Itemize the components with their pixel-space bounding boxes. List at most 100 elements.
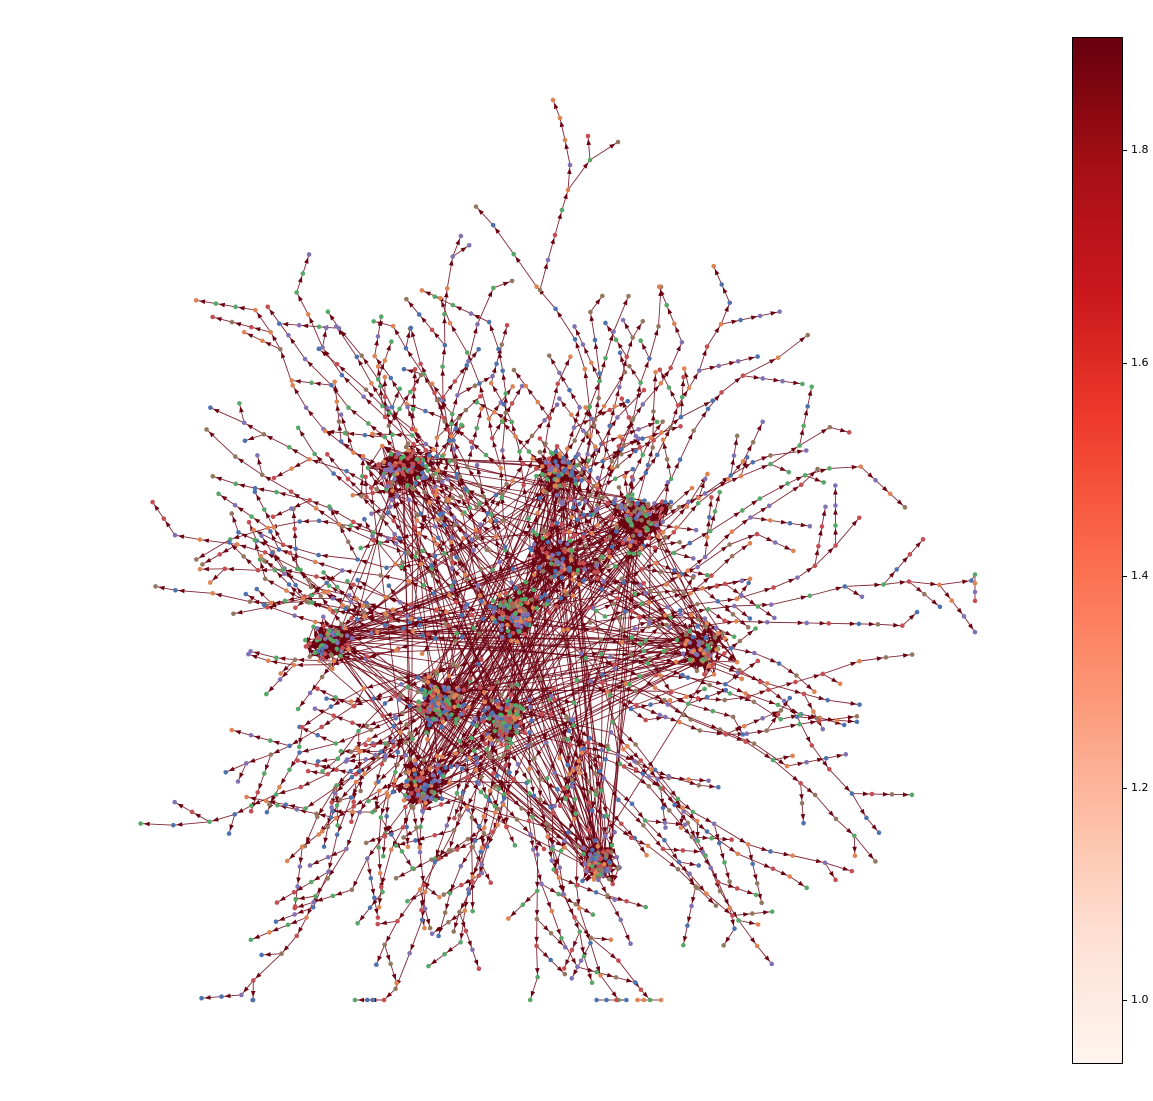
edge — [410, 455, 550, 467]
edge — [666, 305, 675, 324]
edge — [470, 313, 490, 323]
edge — [593, 425, 604, 444]
edge — [552, 99, 561, 119]
edge — [760, 311, 780, 317]
edge — [238, 403, 245, 423]
edge — [407, 458, 549, 463]
edge — [317, 688, 336, 698]
edge — [458, 649, 717, 691]
edge — [491, 420, 503, 439]
edge — [739, 628, 756, 642]
edge — [460, 569, 494, 715]
edge — [951, 600, 965, 617]
edge — [770, 463, 790, 473]
edge — [836, 719, 857, 723]
edge — [243, 331, 263, 342]
edge — [678, 861, 699, 866]
edge — [416, 475, 537, 790]
edge — [413, 859, 432, 870]
edge — [221, 994, 242, 998]
edge — [297, 866, 301, 887]
edge — [585, 545, 698, 672]
edge — [744, 717, 763, 727]
edge — [555, 461, 705, 654]
edge — [373, 320, 394, 327]
edge — [503, 520, 606, 872]
edge — [529, 793, 601, 860]
edge — [336, 401, 340, 422]
edge — [579, 583, 691, 644]
edge — [413, 463, 633, 542]
edge — [628, 538, 716, 638]
edge — [444, 893, 451, 913]
edge — [201, 996, 222, 999]
edge — [480, 485, 561, 602]
edge — [718, 842, 725, 863]
edge-arrowhead — [388, 473, 393, 481]
edge — [568, 568, 613, 846]
edge — [234, 504, 252, 517]
edge — [244, 433, 265, 442]
edge — [364, 434, 385, 438]
edge — [276, 657, 296, 661]
edge — [451, 395, 458, 415]
edge-arrowhead — [585, 877, 592, 882]
edge — [541, 466, 550, 715]
edge — [442, 512, 505, 607]
edge — [457, 458, 534, 667]
edge — [720, 319, 741, 325]
edge — [641, 568, 662, 573]
edge — [750, 517, 771, 521]
edge — [414, 637, 706, 761]
edge — [379, 386, 383, 407]
edge — [548, 355, 560, 374]
edge — [757, 606, 775, 619]
edge — [476, 401, 495, 413]
edge — [418, 314, 433, 331]
edge — [698, 784, 719, 788]
edge — [645, 716, 666, 721]
edge — [708, 497, 712, 518]
edge — [800, 782, 816, 796]
edge — [501, 325, 508, 345]
edge — [632, 321, 644, 338]
edge — [786, 761, 807, 767]
edge — [638, 421, 658, 430]
edge — [737, 888, 757, 896]
edge — [525, 385, 539, 403]
edge — [803, 693, 814, 712]
edge — [782, 380, 803, 385]
edge — [400, 511, 646, 615]
edge — [231, 513, 239, 533]
edge — [630, 708, 646, 721]
edge — [272, 508, 292, 518]
edge — [508, 610, 597, 722]
edge — [576, 573, 605, 865]
edge — [399, 462, 452, 715]
edge — [622, 319, 634, 338]
edge — [254, 491, 265, 510]
edge — [327, 471, 403, 633]
edge — [732, 716, 744, 735]
edge — [261, 953, 282, 956]
edge — [624, 476, 629, 497]
edge — [590, 295, 603, 313]
edge — [293, 508, 296, 529]
edge — [377, 316, 382, 337]
edge — [599, 682, 603, 870]
edge — [799, 720, 820, 725]
edge — [787, 474, 806, 484]
edge — [556, 605, 702, 661]
edge — [174, 801, 193, 813]
edge — [266, 679, 281, 695]
edge — [366, 858, 372, 879]
edge — [789, 522, 810, 527]
edge — [235, 306, 256, 311]
edge — [667, 704, 684, 716]
edge — [411, 409, 414, 430]
edge — [504, 716, 600, 867]
edge — [322, 327, 327, 348]
edge — [202, 554, 220, 565]
edge — [566, 471, 603, 590]
edge — [668, 387, 679, 406]
